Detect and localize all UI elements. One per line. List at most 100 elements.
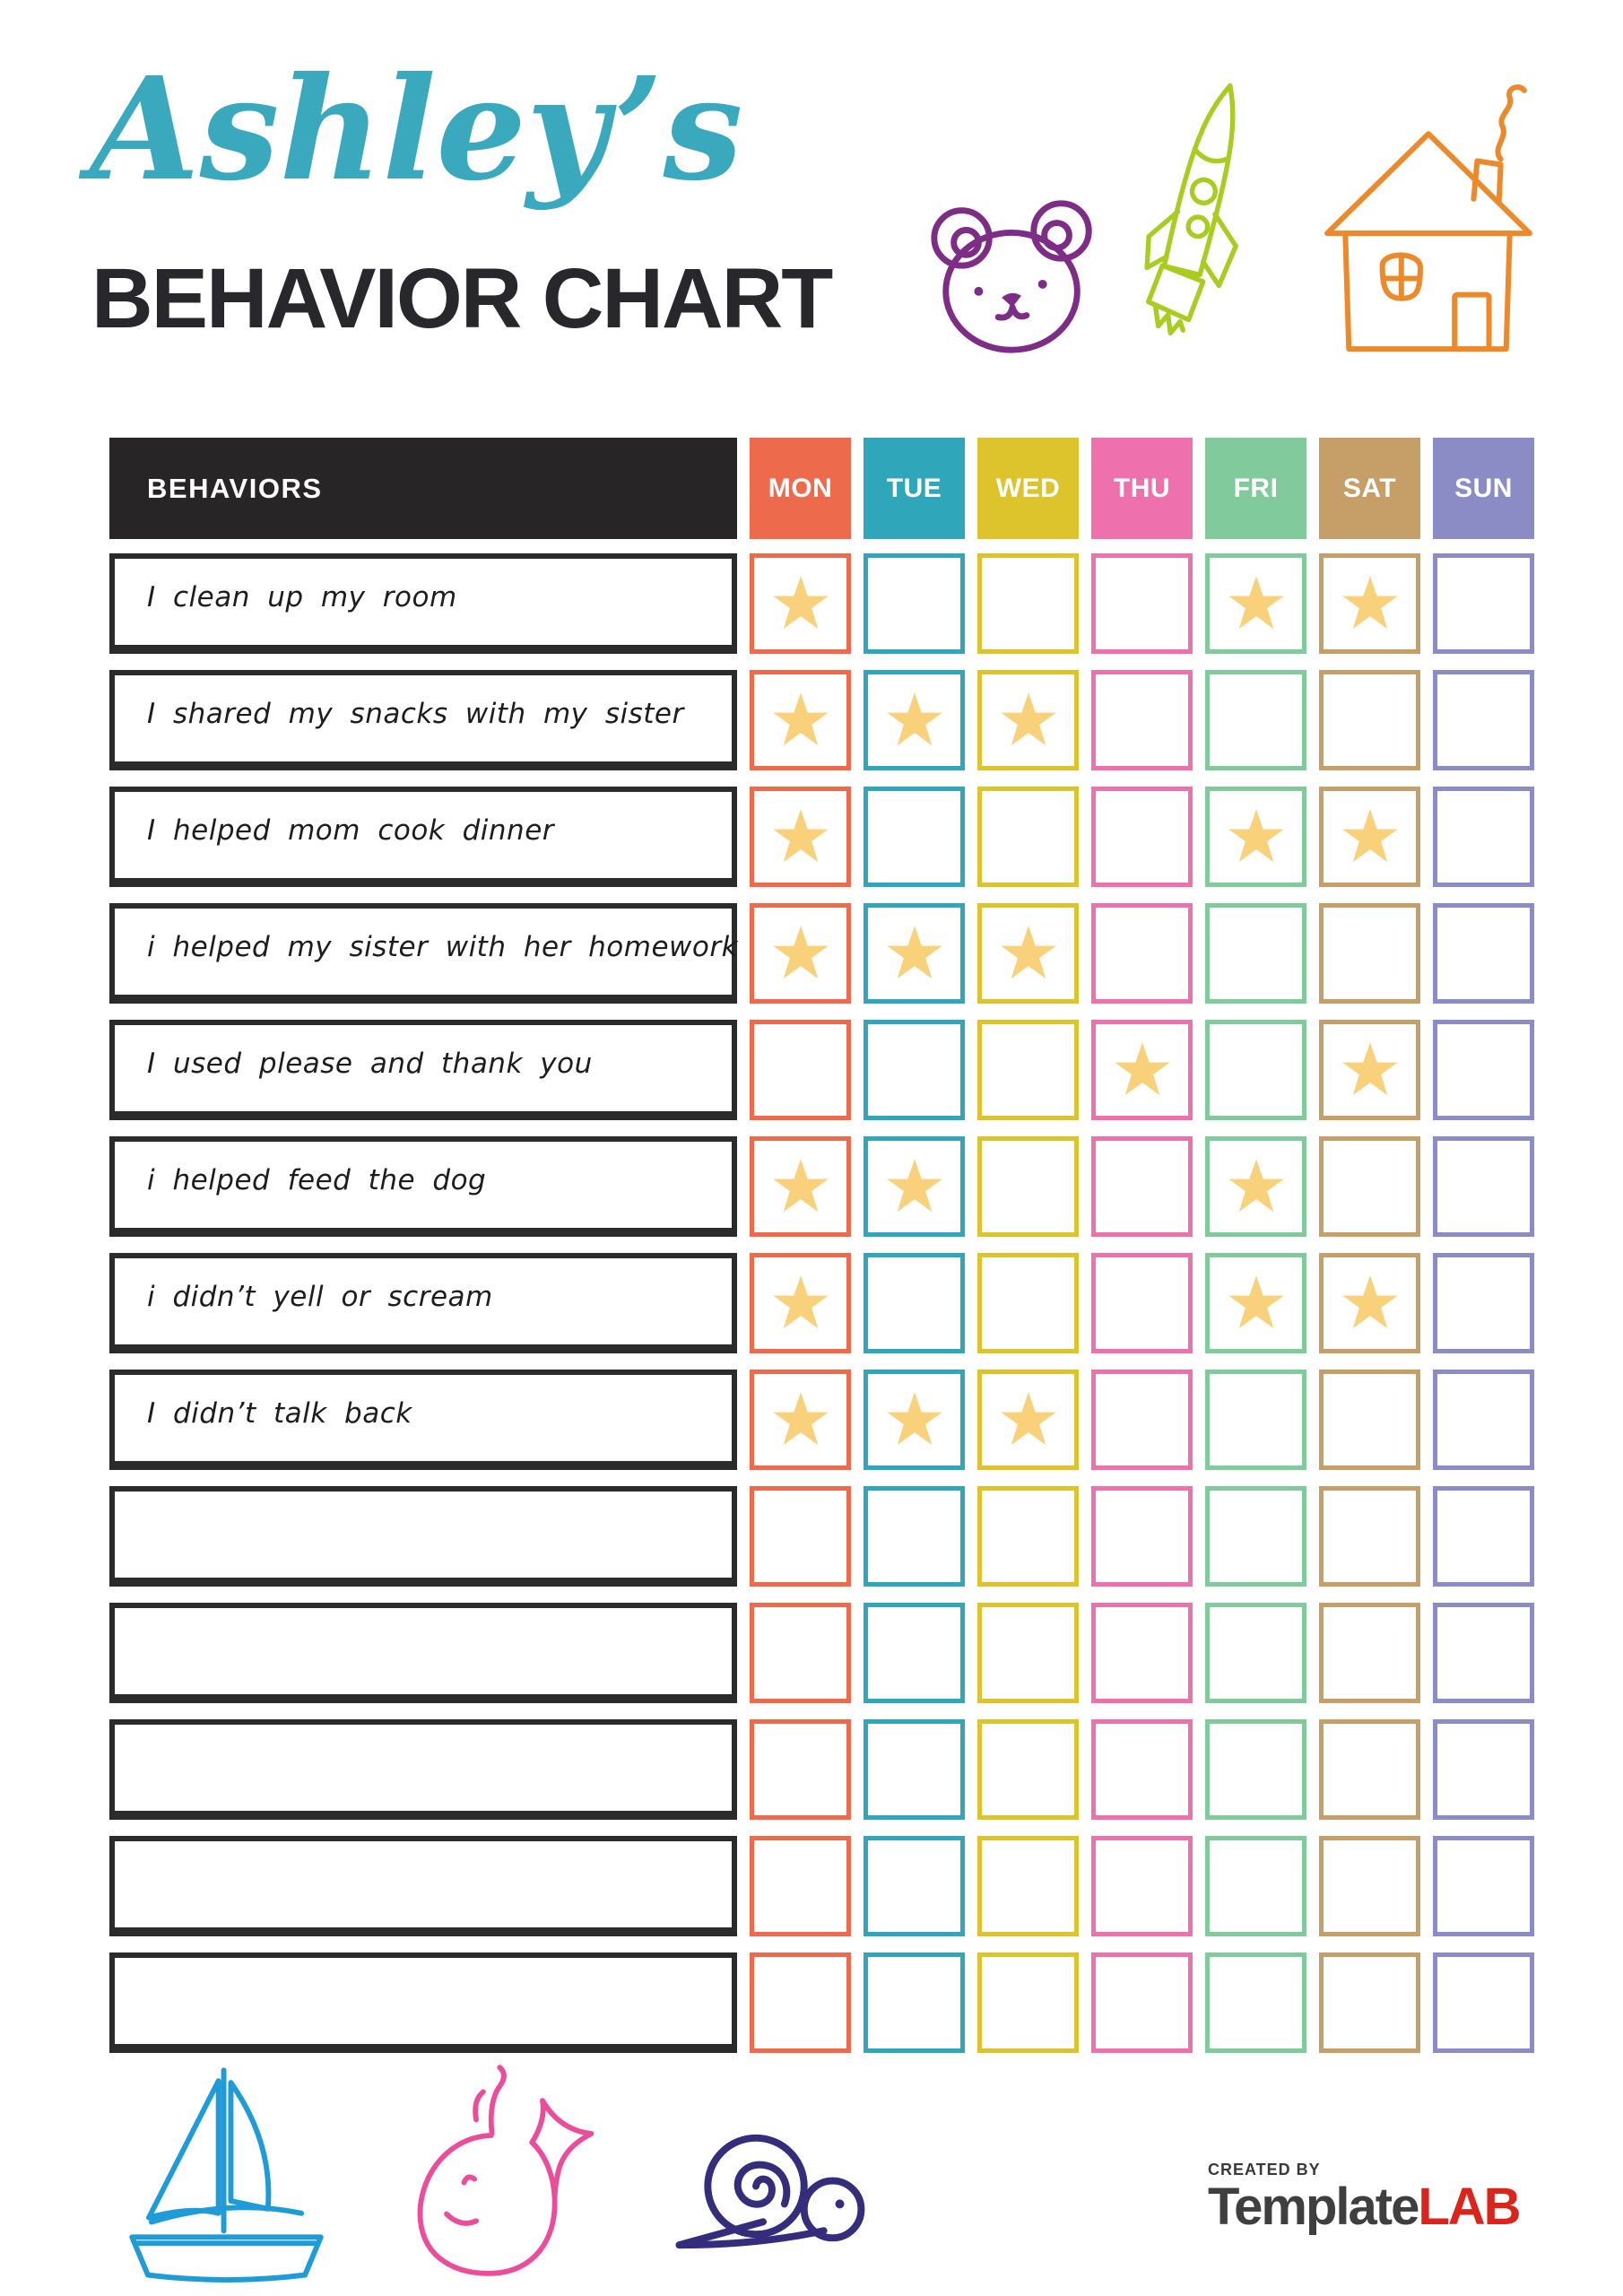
star-cell-row4-sun[interactable]: [1433, 903, 1534, 1004]
star-cell-row13-fri[interactable]: [1205, 1952, 1306, 2053]
star-cell-row10-sat[interactable]: [1319, 1603, 1420, 1703]
star-cell-row12-wed[interactable]: [977, 1836, 1079, 1936]
star-cell-row11-mon[interactable]: [750, 1719, 851, 1820]
star-cell-row2-tue[interactable]: [864, 670, 965, 770]
star-cell-row13-mon[interactable]: [750, 1952, 851, 2053]
star-cell-row11-tue[interactable]: [864, 1719, 965, 1820]
star-cell-row5-fri[interactable]: [1205, 1020, 1306, 1120]
star-cell-row11-fri[interactable]: [1205, 1719, 1306, 1820]
star-cell-row7-sat[interactable]: [1319, 1253, 1420, 1353]
star-cell-row11-sun[interactable]: [1433, 1719, 1534, 1820]
star-cell-row10-fri[interactable]: [1205, 1603, 1306, 1703]
star-cell-row10-sun[interactable]: [1433, 1603, 1534, 1703]
star-cell-row3-fri[interactable]: [1205, 787, 1306, 887]
behavior-label-box[interactable]: [109, 1486, 737, 1587]
table-row: I shared my snacks with my sister: [109, 670, 1534, 770]
star-cell-row13-wed[interactable]: [977, 1952, 1079, 2053]
star-cell-row6-mon[interactable]: [750, 1136, 851, 1237]
star-cell-row5-mon[interactable]: [750, 1020, 851, 1120]
star-cell-row6-sat[interactable]: [1319, 1136, 1420, 1237]
star-cell-row2-sat[interactable]: [1319, 670, 1420, 770]
star-cell-row8-thu[interactable]: [1091, 1370, 1193, 1470]
star-cell-row1-fri[interactable]: [1205, 553, 1306, 654]
star-cell-row6-tue[interactable]: [864, 1136, 965, 1237]
star-cell-row8-fri[interactable]: [1205, 1370, 1306, 1470]
star-cell-row2-fri[interactable]: [1205, 670, 1306, 770]
star-cell-row3-sun[interactable]: [1433, 787, 1534, 887]
star-cell-row1-tue[interactable]: [864, 553, 965, 654]
star-cell-row10-wed[interactable]: [977, 1603, 1079, 1703]
star-cell-row4-wed[interactable]: [977, 903, 1079, 1004]
star-cell-row1-sun[interactable]: [1433, 553, 1534, 654]
star-cell-row7-mon[interactable]: [750, 1253, 851, 1353]
star-cell-row5-tue[interactable]: [864, 1020, 965, 1120]
star-cell-row10-mon[interactable]: [750, 1603, 851, 1703]
star-cell-row3-wed[interactable]: [977, 787, 1079, 887]
star-cell-row9-sun[interactable]: [1433, 1486, 1534, 1587]
star-cell-row5-thu[interactable]: [1091, 1020, 1193, 1120]
star-cell-row9-mon[interactable]: [750, 1486, 851, 1587]
star-cell-row11-sat[interactable]: [1319, 1719, 1420, 1820]
star-cell-row2-thu[interactable]: [1091, 670, 1193, 770]
behavior-label-box[interactable]: [109, 1952, 737, 2053]
star-cell-row7-wed[interactable]: [977, 1253, 1079, 1353]
star-cell-row2-wed[interactable]: [977, 670, 1079, 770]
star-cell-row8-sun[interactable]: [1433, 1370, 1534, 1470]
star-cell-row3-tue[interactable]: [864, 787, 965, 887]
star-cell-row12-fri[interactable]: [1205, 1836, 1306, 1936]
star-cell-row3-mon[interactable]: [750, 787, 851, 887]
star-cell-row7-tue[interactable]: [864, 1253, 965, 1353]
star-cell-row7-thu[interactable]: [1091, 1253, 1193, 1353]
star-cell-row12-sun[interactable]: [1433, 1836, 1534, 1936]
star-cell-row12-tue[interactable]: [864, 1836, 965, 1936]
star-cell-row4-thu[interactable]: [1091, 903, 1193, 1004]
star-cell-row3-sat[interactable]: [1319, 787, 1420, 887]
star-cell-row5-wed[interactable]: [977, 1020, 1079, 1120]
behavior-label-box[interactable]: [109, 1836, 737, 1936]
star-cell-row6-fri[interactable]: [1205, 1136, 1306, 1237]
star-cell-row5-sat[interactable]: [1319, 1020, 1420, 1120]
star-cell-row2-sun[interactable]: [1433, 670, 1534, 770]
behavior-label-box[interactable]: [109, 1603, 737, 1703]
star-cell-row11-wed[interactable]: [977, 1719, 1079, 1820]
star-cell-row4-sat[interactable]: [1319, 903, 1420, 1004]
star-cell-row1-sat[interactable]: [1319, 553, 1420, 654]
star-cell-row1-thu[interactable]: [1091, 553, 1193, 654]
star-cell-row6-wed[interactable]: [977, 1136, 1079, 1237]
star-cell-row10-thu[interactable]: [1091, 1603, 1193, 1703]
star-cell-row3-thu[interactable]: [1091, 787, 1193, 887]
template-lab-logo: CREATED BY TemplateLAB: [1208, 2161, 1522, 2233]
star-cell-row9-thu[interactable]: [1091, 1486, 1193, 1587]
star-cell-row10-tue[interactable]: [864, 1603, 965, 1703]
star-cell-row9-wed[interactable]: [977, 1486, 1079, 1587]
star-cell-row9-tue[interactable]: [864, 1486, 965, 1587]
star-cell-row8-tue[interactable]: [864, 1370, 965, 1470]
star-cell-row1-mon[interactable]: [750, 553, 851, 654]
star-cell-row4-mon[interactable]: [750, 903, 851, 1004]
star-cell-row8-sat[interactable]: [1319, 1370, 1420, 1470]
star-cell-row12-sat[interactable]: [1319, 1836, 1420, 1936]
star-cell-row6-sun[interactable]: [1433, 1136, 1534, 1237]
star-cell-row1-wed[interactable]: [977, 553, 1079, 654]
star-cell-row8-mon[interactable]: [750, 1370, 851, 1470]
star-cell-row8-wed[interactable]: [977, 1370, 1079, 1470]
star-cell-row12-thu[interactable]: [1091, 1836, 1193, 1936]
star-cell-row13-sun[interactable]: [1433, 1952, 1534, 2053]
star-cell-row4-fri[interactable]: [1205, 903, 1306, 1004]
star-cell-row9-sat[interactable]: [1319, 1486, 1420, 1587]
star-cell-row9-fri[interactable]: [1205, 1486, 1306, 1587]
star-cell-row7-fri[interactable]: [1205, 1253, 1306, 1353]
star-cell-row12-mon[interactable]: [750, 1836, 851, 1936]
star-cell-row13-tue[interactable]: [864, 1952, 965, 2053]
star-cell-row13-sat[interactable]: [1319, 1952, 1420, 2053]
behavior-label-box[interactable]: [109, 1719, 737, 1820]
table-row: [109, 1836, 1534, 1936]
star-cell-row7-sun[interactable]: [1433, 1253, 1534, 1353]
star-cell-row11-thu[interactable]: [1091, 1719, 1193, 1820]
star-cell-row5-sun[interactable]: [1433, 1020, 1534, 1120]
star-cell-row13-thu[interactable]: [1091, 1952, 1193, 2053]
star-cell-row6-thu[interactable]: [1091, 1136, 1193, 1237]
star-cell-row4-tue[interactable]: [864, 903, 965, 1004]
star-cell-row2-mon[interactable]: [750, 670, 851, 770]
